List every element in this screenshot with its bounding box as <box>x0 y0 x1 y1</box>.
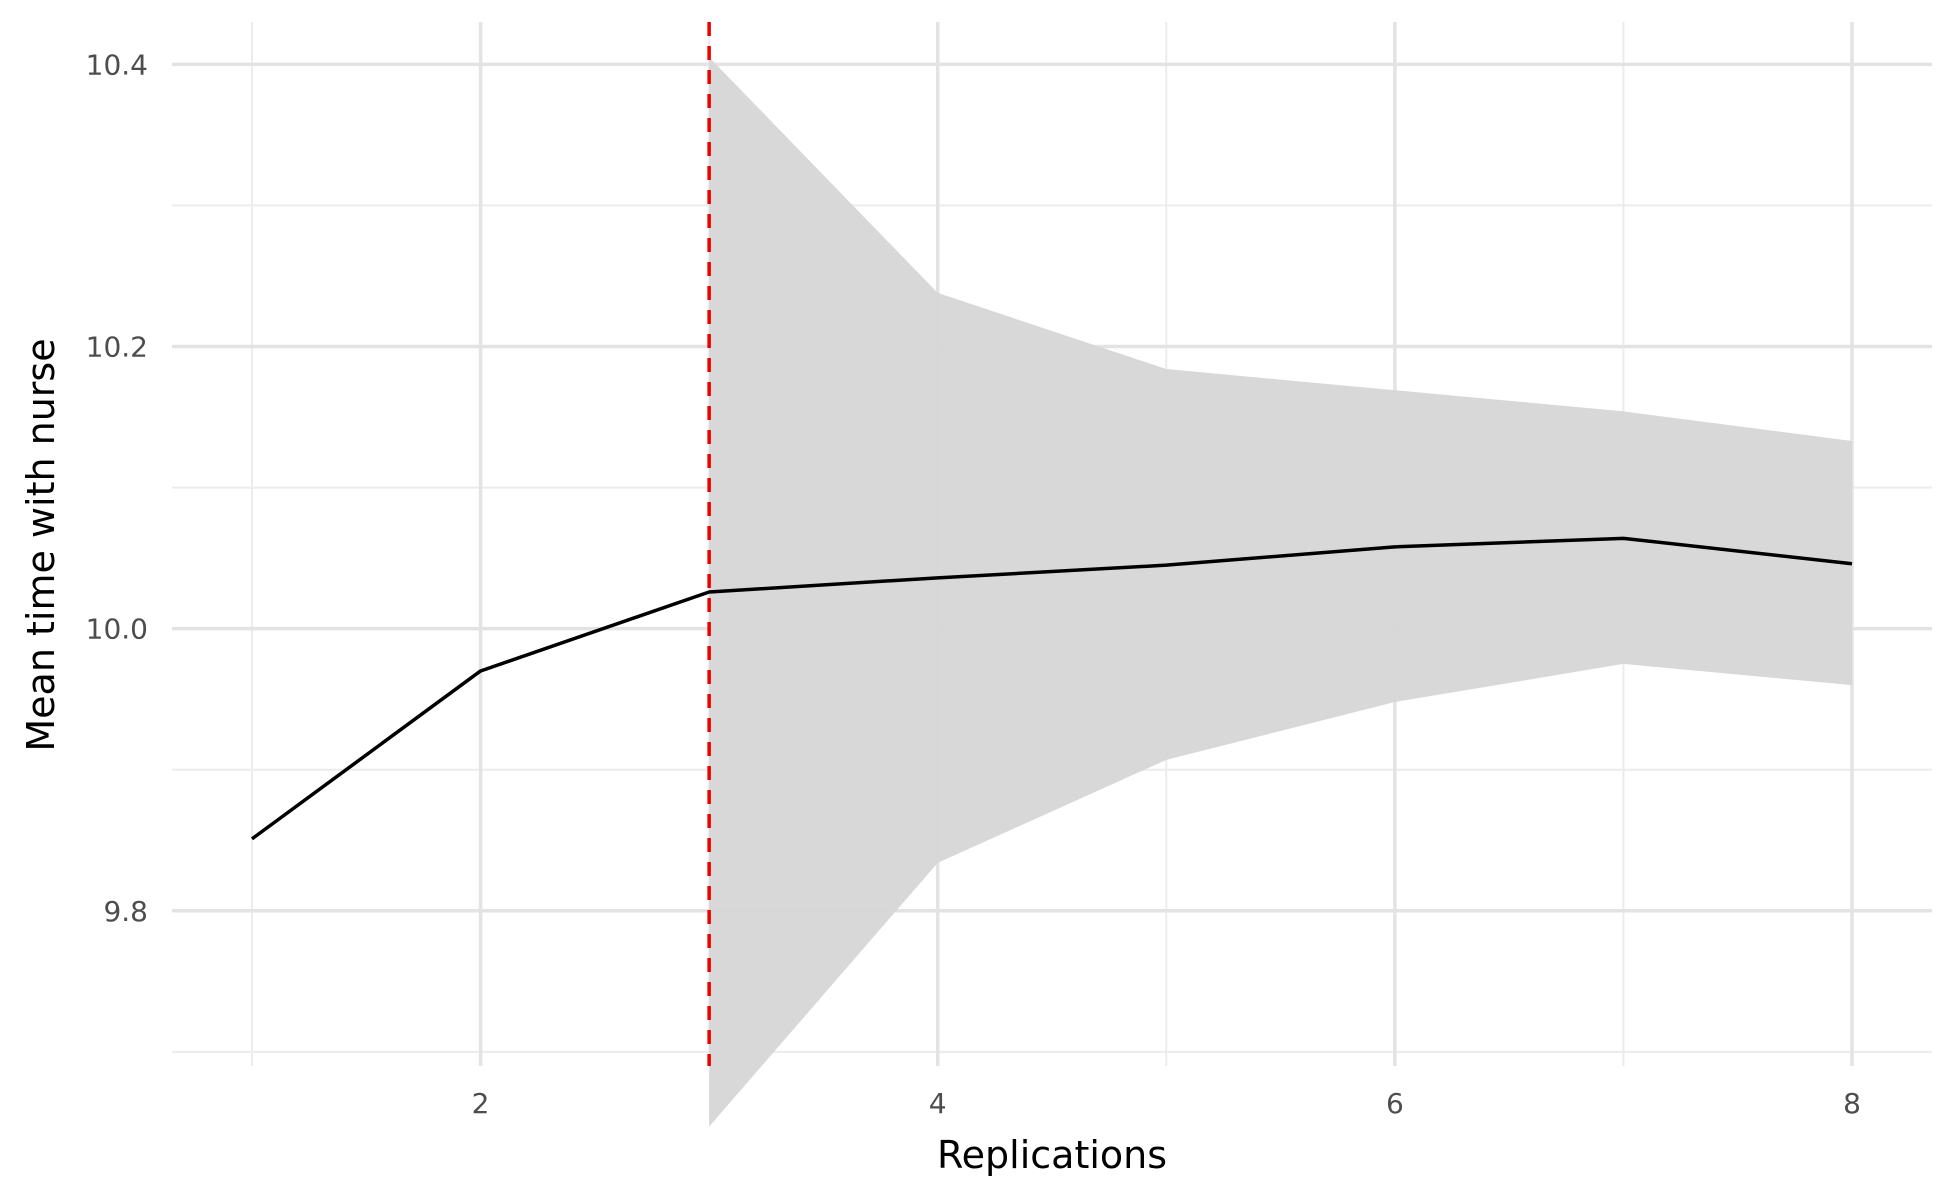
x-tick-label: 4 <box>929 1087 947 1120</box>
confidence-band <box>709 57 1852 1127</box>
series-line <box>250 536 1853 841</box>
confidence-band-layer <box>709 57 1852 1127</box>
y-tick-label: 9.8 <box>103 895 148 928</box>
y-tick-label: 10.4 <box>86 48 148 81</box>
y-axis-title: Mean time with nurse <box>19 338 63 751</box>
series-layer <box>250 536 1853 841</box>
x-tick-label: 6 <box>1386 1087 1404 1120</box>
x-axis-ticks: 2 4 6 8 <box>472 1087 1861 1120</box>
x-tick-label: 8 <box>1843 1087 1861 1120</box>
y-axis-ticks: 9.8 10.0 10.2 10.4 <box>86 48 148 927</box>
y-tick-label: 10.2 <box>86 330 148 363</box>
x-axis-title: Replications <box>937 1133 1167 1177</box>
x-tick-label: 2 <box>472 1087 490 1120</box>
y-tick-label: 10.0 <box>86 613 148 646</box>
